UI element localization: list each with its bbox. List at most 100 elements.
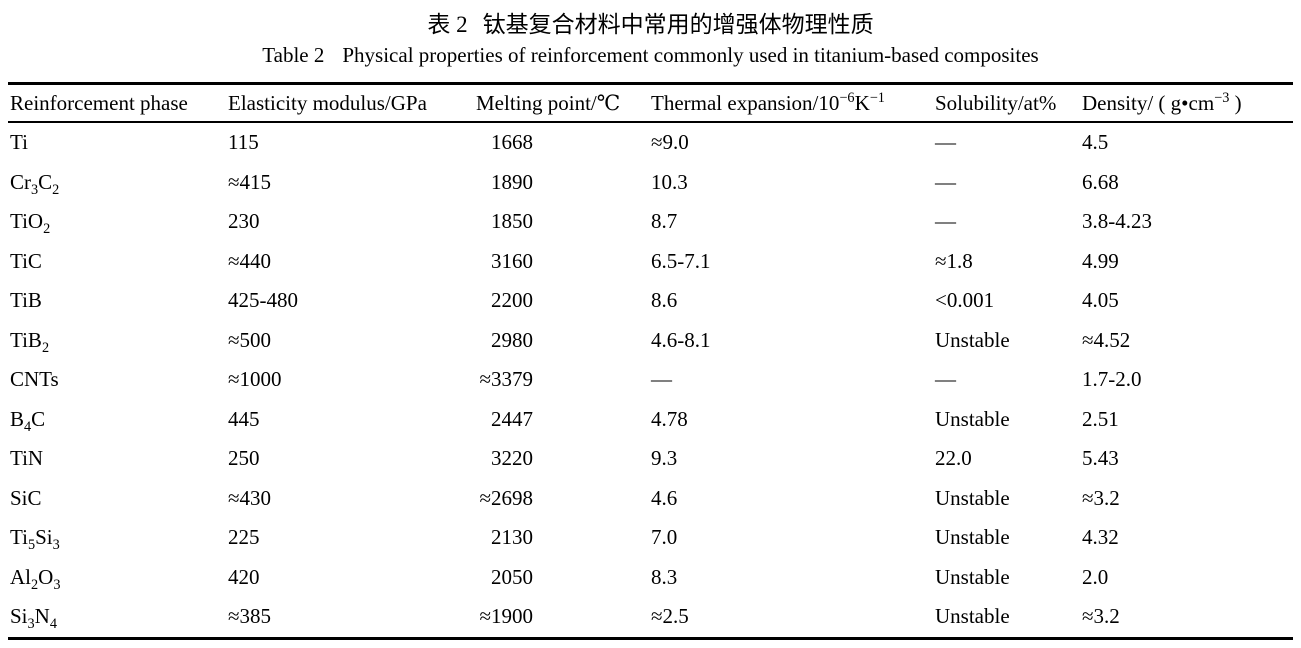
- cell-melting_point: 1668: [491, 130, 533, 155]
- cell-thermal_expansion: ≈2.5: [651, 604, 689, 629]
- table-row: Ti5Si3 225 2130 7.0 Unstable 4.32: [8, 518, 1293, 558]
- cell-melting_point: 2050: [491, 564, 533, 589]
- cell-density: 6.68: [1082, 169, 1119, 194]
- cell-phase: CNTs: [10, 367, 59, 392]
- cell-density: 1.7-2.0: [1082, 367, 1142, 392]
- cell-melting_point: 2200: [491, 288, 533, 313]
- cell-solubility: Unstable: [935, 604, 1010, 629]
- cell-phase: SiC: [10, 485, 42, 510]
- table-body: Ti 115 1668 ≈9.0 — 4.5 Cr3C2 ≈415 1890 10.3 — 6.68 T…: [8, 122, 1293, 638]
- cell-modulus: 230: [228, 209, 260, 234]
- table-row: TiB2 ≈500 2980 4.6-8.1 Unstable ≈4.52: [8, 321, 1293, 361]
- cell-solubility: Unstable: [935, 525, 1010, 550]
- cell-thermal_expansion: 4.78: [651, 406, 688, 431]
- cell-solubility: —: [935, 169, 956, 194]
- cell-phase: Cr3C2: [10, 169, 60, 198]
- cell-phase: Ti5Si3: [10, 525, 60, 554]
- cell-melting_point: ≈2698: [479, 485, 533, 510]
- cell-phase: B4C: [10, 406, 46, 435]
- cell-phase: TiO2: [10, 209, 51, 238]
- cell-phase: TiB: [10, 288, 42, 313]
- cell-melting_point: 2130: [491, 525, 533, 550]
- cell-melting_point: 3220: [491, 446, 533, 471]
- cell-thermal_expansion: 8.3: [651, 564, 678, 589]
- column-header-melting_point: Melting point/℃: [476, 83, 651, 123]
- cell-thermal_expansion: 8.6: [651, 288, 678, 313]
- cell-modulus: 425-480: [228, 288, 298, 313]
- cell-density: 2.0: [1082, 564, 1109, 589]
- cell-thermal_expansion: 10.3: [651, 169, 688, 194]
- cell-modulus: 250: [228, 446, 260, 471]
- table-row: Cr3C2 ≈415 1890 10.3 — 6.68: [8, 163, 1293, 203]
- cell-density: ≈3.2: [1082, 485, 1120, 510]
- cell-density: ≈3.2: [1082, 604, 1120, 629]
- cell-melting_point: ≈3379: [479, 367, 533, 392]
- cell-solubility: Unstable: [935, 564, 1010, 589]
- column-header-phase: Reinforcement phase: [8, 83, 228, 123]
- cell-density: 4.99: [1082, 248, 1119, 273]
- table-row: TiB 425-480 2200 8.6 <0.001 4.05: [8, 281, 1293, 321]
- cell-solubility: 22.0: [935, 446, 972, 471]
- table-row: TiO2 230 1850 8.7 — 3.8-4.23: [8, 202, 1293, 242]
- table-title-en: Table 2 Physical properties of reinforcem…: [0, 43, 1301, 68]
- table-row: TiC ≈440 3160 6.5-7.1 ≈1.8 4.99: [8, 242, 1293, 282]
- cell-modulus: 225: [228, 525, 260, 550]
- cell-thermal_expansion: 4.6: [651, 485, 678, 510]
- cell-melting_point: 1890: [491, 169, 533, 194]
- cell-melting_point: 2447: [491, 406, 533, 431]
- cell-phase: TiN: [10, 446, 44, 471]
- cell-solubility: <0.001: [935, 288, 995, 313]
- table-row: B4C 445 2447 4.78 Unstable 2.51: [8, 400, 1293, 440]
- cell-density: 2.51: [1082, 406, 1119, 431]
- cell-modulus: ≈415: [228, 169, 272, 194]
- table-row: TiN 250 3220 9.3 22.0 5.43: [8, 439, 1293, 479]
- cell-melting_point: ≈1900: [479, 604, 533, 629]
- table-row: SiC ≈430 ≈2698 4.6 Unstable ≈3.2: [8, 479, 1293, 519]
- cell-thermal_expansion: 8.7: [651, 209, 678, 234]
- cell-solubility: —: [935, 367, 956, 392]
- column-header-density: Density/ ( g•cm−3 ): [1080, 83, 1293, 123]
- cell-solubility: Unstable: [935, 485, 1010, 510]
- cell-phase: Si3N4: [10, 604, 57, 633]
- cell-modulus: ≈1000: [228, 367, 282, 392]
- cell-phase: TiC: [10, 248, 42, 273]
- cell-density: ≈4.52: [1082, 327, 1131, 352]
- cell-melting_point: 2980: [491, 327, 533, 352]
- table-caption-en: Physical properties of reinforcement com…: [342, 43, 1039, 67]
- cell-melting_point: 3160: [491, 248, 533, 273]
- column-header-solubility: Solubility/at%: [935, 83, 1080, 123]
- cell-solubility: Unstable: [935, 327, 1010, 352]
- cell-solubility: ≈1.8: [935, 248, 973, 273]
- cell-modulus: ≈385: [228, 604, 272, 629]
- table-number-en: Table 2: [262, 43, 325, 67]
- properties-table: Reinforcement phase Elasticity modulus/GP…: [8, 82, 1293, 640]
- cell-phase: Al2O3: [10, 564, 61, 593]
- table-header-row: Reinforcement phase Elasticity modulus/GP…: [8, 83, 1293, 123]
- cell-solubility: —: [935, 130, 956, 155]
- cell-modulus: 445: [228, 406, 260, 431]
- cell-thermal_expansion: 4.6-8.1: [651, 327, 711, 352]
- cell-density: 4.5: [1082, 130, 1109, 155]
- cell-modulus: 115: [228, 130, 259, 155]
- cell-thermal_expansion: 6.5-7.1: [651, 248, 711, 273]
- cell-modulus: ≈500: [228, 327, 272, 352]
- cell-density: 4.05: [1082, 288, 1119, 313]
- table-row: Ti 115 1668 ≈9.0 — 4.5: [8, 122, 1293, 163]
- cell-solubility: Unstable: [935, 406, 1010, 431]
- cell-density: 3.8-4.23: [1082, 209, 1152, 234]
- table-title-zh: 表 2 钛基复合材料中常用的增强体物理性质: [0, 5, 1301, 39]
- cell-solubility: —: [935, 209, 956, 234]
- cell-density: 4.32: [1082, 525, 1119, 550]
- table-row: Si3N4 ≈385 ≈1900 ≈2.5 Unstable ≈3.2: [8, 597, 1293, 638]
- cell-density: 5.43: [1082, 446, 1119, 471]
- cell-phase: TiB2: [10, 327, 50, 356]
- table-caption-zh: 钛基复合材料中常用的增强体物理性质: [482, 12, 874, 37]
- cell-modulus: ≈440: [228, 248, 272, 273]
- table-row: CNTs ≈1000 ≈3379 — — 1.7-2.0: [8, 360, 1293, 400]
- column-header-modulus: Elasticity modulus/GPa: [228, 83, 476, 123]
- cell-thermal_expansion: —: [651, 367, 672, 392]
- cell-modulus: ≈430: [228, 485, 272, 510]
- cell-melting_point: 1850: [491, 209, 533, 234]
- column-header-thermal_expansion: Thermal expansion/10−6K−1: [651, 83, 935, 123]
- cell-modulus: 420: [228, 564, 260, 589]
